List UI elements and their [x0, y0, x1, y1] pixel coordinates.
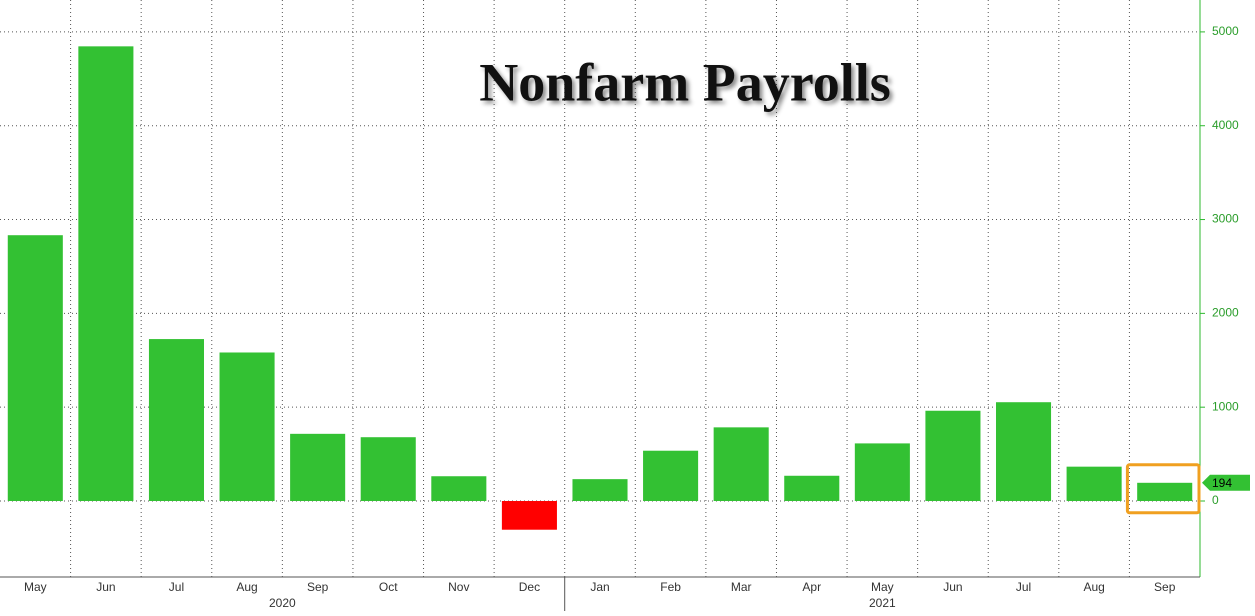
x-tick-label: Jun: [943, 580, 962, 594]
x-tick-label: Oct: [379, 580, 398, 594]
bar: [1137, 482, 1193, 502]
bar: [713, 427, 769, 502]
last-value-tag: [1202, 474, 1250, 491]
x-tick-label: Sep: [307, 580, 329, 594]
bar: [925, 410, 981, 502]
x-tick-label: Dec: [519, 580, 540, 594]
bar: [501, 501, 557, 530]
x-tick-label: Sep: [1154, 580, 1176, 594]
x-tick-label: Feb: [660, 580, 681, 594]
bar: [784, 475, 840, 502]
year-label: 2021: [869, 596, 896, 610]
x-tick-label: Mar: [731, 580, 752, 594]
y-tick-label: 0: [1212, 493, 1219, 507]
bar: [1066, 466, 1122, 502]
last-value-label: 194: [1212, 476, 1232, 490]
x-tick-label: May: [871, 580, 894, 594]
bar: [7, 235, 63, 502]
highlight-box: [1125, 463, 1201, 515]
x-tick-label: Aug: [1083, 580, 1104, 594]
bar: [643, 450, 699, 502]
x-tick-label: Jul: [169, 580, 184, 594]
bar: [360, 437, 416, 502]
y-tick-label: 3000: [1212, 212, 1239, 226]
bar: [996, 402, 1052, 502]
x-tick-label: Jul: [1016, 580, 1031, 594]
y-tick-label: 4000: [1212, 118, 1239, 132]
bar: [290, 433, 346, 502]
bar: [572, 479, 628, 502]
y-tick-label: 2000: [1212, 306, 1239, 320]
x-tick-label: Apr: [802, 580, 821, 594]
bar: [854, 443, 910, 502]
x-tick-label: May: [24, 580, 47, 594]
x-tick-label: Jan: [590, 580, 609, 594]
chart-title: Nonfarm Payrolls: [479, 52, 890, 112]
x-tick-label: Jun: [96, 580, 115, 594]
bar: [78, 46, 134, 502]
x-tick-label: Nov: [448, 580, 469, 594]
y-tick-label: 5000: [1212, 24, 1239, 38]
year-label: 2020: [269, 596, 296, 610]
x-tick-label: Aug: [236, 580, 257, 594]
y-tick-label: 1000: [1212, 399, 1239, 413]
bar: [219, 352, 275, 502]
bar: [148, 339, 204, 502]
bar: [431, 476, 487, 502]
